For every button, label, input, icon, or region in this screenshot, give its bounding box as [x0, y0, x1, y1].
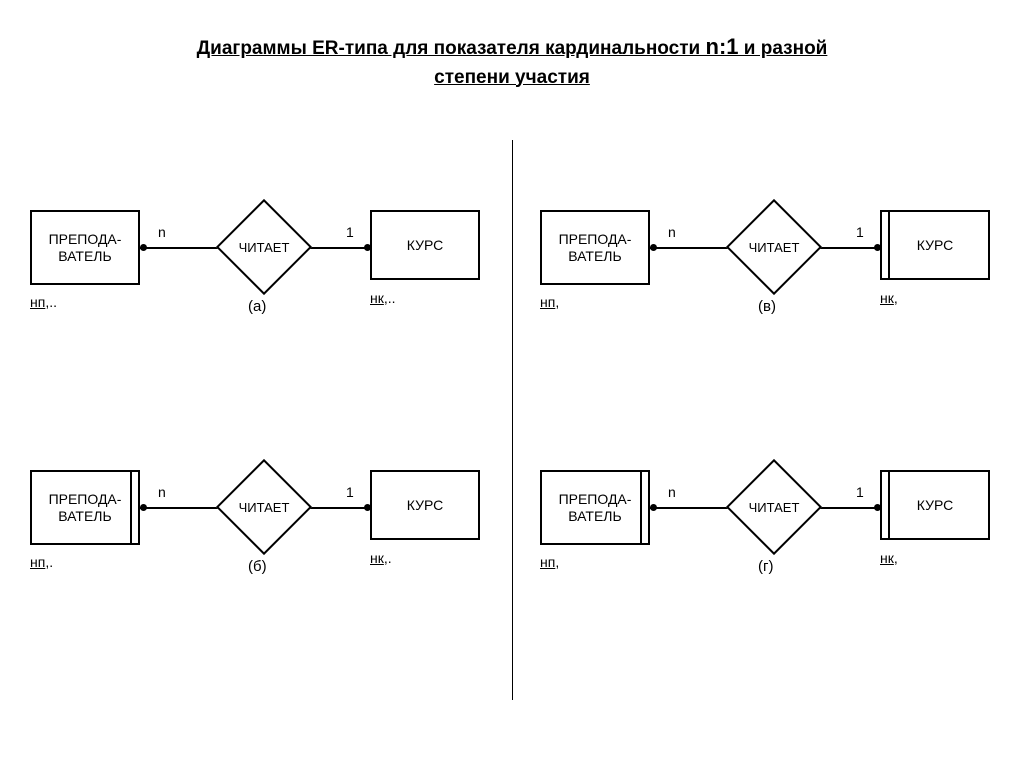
entity-course: КУРС [880, 470, 990, 540]
entity-course-label: КУРС [917, 237, 954, 254]
entity-course: КУРС [880, 210, 990, 280]
relation-line-left [650, 247, 730, 249]
attr-np: нп,.. [30, 294, 57, 310]
cardinality-1: 1 [856, 224, 864, 240]
title-part2: и разной [739, 38, 828, 59]
er-panel-g: ПРЕПОДА- ВАТЕЛЬ КУРС ЧИТАЕТ n 1 нп, нк, (г) [540, 440, 1010, 650]
total-participation-bar [888, 210, 890, 280]
er-panel-a: ПРЕПОДА- ВАТЕЛЬ КУРС ЧИТАЕТ n 1 нп,.. нк,.. (а) [30, 180, 500, 390]
entity-course-label: КУРС [407, 497, 444, 514]
cardinality-1: 1 [856, 484, 864, 500]
relation-diamond: ЧИТАЕТ [720, 460, 828, 554]
cardinality-n: n [668, 484, 676, 500]
relation-line-left [140, 247, 220, 249]
attr-nk: нк, [880, 550, 898, 566]
cardinality-1: 1 [346, 484, 354, 500]
entity-teacher-label: ПРЕПОДА- ВАТЕЛЬ [559, 491, 632, 525]
connector-dot [650, 244, 657, 251]
er-panel-b: ПРЕПОДА- ВАТЕЛЬ КУРС ЧИТАЕТ n 1 нп,. нк,. (б) [30, 440, 500, 650]
diagram-grid: ПРЕПОДА- ВАТЕЛЬ КУРС ЧИТАЕТ n 1 нп,.. нк,.. (а)… [0, 140, 1024, 700]
entity-teacher: ПРЕПОДА- ВАТЕЛЬ [540, 210, 650, 285]
entity-course: КУРС [370, 210, 480, 280]
entity-course-label: КУРС [917, 497, 954, 514]
attr-np: нп, [540, 294, 559, 310]
cardinality-n: n [158, 224, 166, 240]
attr-nk: нк,. [370, 550, 392, 566]
panel-caption: (в) [758, 298, 776, 315]
relation-label: ЧИТАЕТ [720, 200, 828, 294]
entity-teacher-label: ПРЕПОДА- ВАТЕЛЬ [49, 231, 122, 265]
vertical-divider [512, 140, 513, 700]
entity-course-label: КУРС [407, 237, 444, 254]
page-title: Диаграммы ER-типа для показателя кардина… [0, 0, 1024, 92]
attr-np: нп, [540, 554, 559, 570]
relation-line-left [140, 507, 220, 509]
connector-dot [364, 244, 371, 251]
relation-line-left [650, 507, 730, 509]
relation-diamond: ЧИТАЕТ [210, 200, 318, 294]
attr-nk: нк, [880, 290, 898, 306]
relation-label: ЧИТАЕТ [210, 460, 318, 554]
total-participation-bar [888, 470, 890, 540]
entity-teacher: ПРЕПОДА- ВАТЕЛЬ [540, 470, 650, 545]
panel-caption: (б) [248, 558, 267, 575]
title-line2: степени участия [434, 67, 590, 88]
connector-dot [140, 244, 147, 251]
connector-dot [874, 504, 881, 511]
relation-diamond: ЧИТАЕТ [720, 200, 828, 294]
title-cardinality: n:1 [706, 34, 739, 59]
entity-course: КУРС [370, 470, 480, 540]
relation-label: ЧИТАЕТ [210, 200, 318, 294]
cardinality-1: 1 [346, 224, 354, 240]
connector-dot [874, 244, 881, 251]
entity-teacher-label: ПРЕПОДА- ВАТЕЛЬ [559, 231, 632, 265]
entity-teacher: ПРЕПОДА- ВАТЕЛЬ [30, 210, 140, 285]
panel-caption: (г) [758, 558, 773, 575]
attr-np: нп,. [30, 554, 53, 570]
attr-nk: нк,.. [370, 290, 396, 306]
connector-dot [364, 504, 371, 511]
panel-caption: (а) [248, 298, 266, 315]
total-participation-bar [130, 470, 132, 545]
relation-label: ЧИТАЕТ [720, 460, 828, 554]
total-participation-bar [640, 470, 642, 545]
cardinality-n: n [158, 484, 166, 500]
connector-dot [140, 504, 147, 511]
cardinality-n: n [668, 224, 676, 240]
entity-teacher-label: ПРЕПОДА- ВАТЕЛЬ [49, 491, 122, 525]
relation-diamond: ЧИТАЕТ [210, 460, 318, 554]
title-part1: Диаграммы ER-типа для показателя кардина… [197, 38, 706, 59]
connector-dot [650, 504, 657, 511]
entity-teacher: ПРЕПОДА- ВАТЕЛЬ [30, 470, 140, 545]
er-panel-v: ПРЕПОДА- ВАТЕЛЬ КУРС ЧИТАЕТ n 1 нп, нк, (в) [540, 180, 1010, 390]
